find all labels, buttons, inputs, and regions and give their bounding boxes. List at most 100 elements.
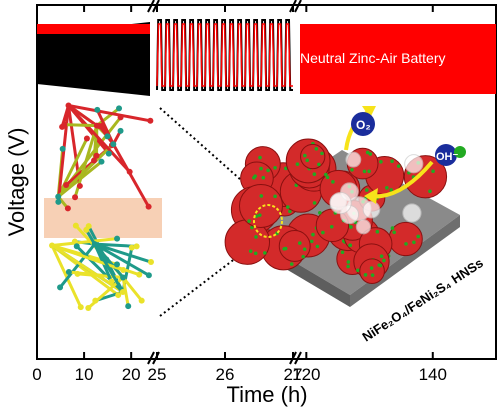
x-tick-label: 140: [419, 365, 447, 384]
catalyst-dot: [385, 185, 389, 190]
atom: [120, 267, 127, 274]
catalyst-dot: [340, 250, 345, 255]
catalyst-dot: [321, 230, 325, 235]
atom: [83, 226, 90, 233]
bond: [56, 137, 89, 198]
catalyst-dot: [258, 155, 262, 160]
catalyst-dot: [428, 189, 432, 194]
catalyst-dot: [325, 175, 330, 180]
catalyst-dot: [273, 165, 277, 170]
catalyst-dot: [317, 162, 321, 167]
plot-frame: [36, 4, 497, 360]
atom: [125, 303, 132, 310]
atom: [94, 106, 101, 113]
catalyst-dot: [309, 239, 314, 244]
atom: [119, 288, 126, 295]
catalyst-dot: [346, 260, 351, 264]
catalyst-dot: [356, 268, 360, 273]
gas-bubble: [355, 219, 371, 235]
catalyst-particle: [359, 258, 385, 284]
bond: [95, 109, 115, 145]
catalyst-dot: [363, 273, 368, 277]
x-tick-label: 10: [75, 365, 94, 384]
atom: [65, 268, 72, 275]
catalyst-dot: [390, 226, 395, 230]
atom: [145, 203, 152, 210]
catalyst-dot: [247, 219, 251, 223]
catalyst-dot: [273, 194, 277, 199]
catalyst-dot: [250, 225, 254, 230]
catalyst-dot: [318, 210, 322, 215]
atom: [98, 158, 105, 165]
atom: [138, 297, 145, 304]
bond: [67, 104, 131, 173]
catalyst-dot: [295, 162, 300, 166]
atom: [61, 121, 68, 128]
atom: [64, 205, 71, 212]
atom: [83, 135, 90, 142]
catalyst-dot: [370, 273, 375, 277]
series-cycle-line-red: [156, 23, 293, 87]
catalyst-dot: [298, 241, 302, 245]
series-black-top-edge: [37, 24, 150, 34]
catalyst-dot: [259, 194, 264, 198]
catalyst-dot: [377, 263, 382, 267]
catalyst-dot: [261, 175, 266, 180]
gas-bubble: [362, 200, 381, 219]
x-tick-label: 0: [32, 365, 41, 384]
catalyst-dot: [367, 169, 371, 174]
catalyst-dot: [288, 209, 292, 214]
x-tick-label: 20: [122, 365, 141, 384]
catalyst-dot: [368, 152, 373, 156]
bond: [51, 244, 124, 272]
gas-bubble: [329, 191, 352, 215]
catalyst-dot: [329, 224, 334, 229]
series-red-area: [300, 24, 496, 94]
atom: [49, 242, 56, 249]
catalyst-dot: [252, 175, 256, 180]
catalyst-dot: [263, 251, 267, 255]
atom: [103, 256, 110, 263]
bond: [93, 242, 150, 277]
bond: [58, 243, 96, 289]
atom: [59, 145, 66, 152]
catalyst-dot: [254, 235, 258, 239]
catalyst-dot: [312, 172, 317, 177]
atom: [77, 304, 84, 311]
catalyst-dot: [390, 159, 394, 164]
x-axis-title: Time (h): [226, 382, 307, 407]
oh-ion: OH⁻: [435, 144, 466, 166]
svg-text:O₂: O₂: [356, 118, 371, 132]
atom: [65, 102, 72, 109]
atom: [73, 243, 80, 250]
catalyst-dot: [431, 169, 435, 174]
atom: [85, 305, 92, 312]
bond: [57, 143, 115, 198]
catalyst-dot: [379, 160, 383, 164]
x-tick-label: 120: [292, 365, 320, 384]
catalyst-dot: [314, 147, 319, 151]
atom: [145, 272, 152, 279]
atom: [105, 150, 112, 157]
catalyst-dot: [320, 151, 324, 156]
atom: [104, 133, 111, 140]
bond: [50, 244, 83, 308]
atom: [126, 168, 133, 175]
catalyst-dot: [375, 229, 380, 234]
atom: [92, 297, 99, 304]
atom: [117, 127, 124, 134]
series-black-area: [37, 22, 150, 96]
catalyst-dot: [389, 188, 393, 192]
catalyst-dot: [283, 246, 288, 251]
catalyst-dot: [416, 234, 421, 239]
svg-text:OH⁻: OH⁻: [436, 151, 459, 163]
bond: [95, 107, 120, 127]
y-axis-title: Voltage (V): [4, 128, 29, 237]
catalyst-dot: [362, 169, 367, 174]
catalyst-particle: [300, 143, 326, 170]
catalyst-dot: [259, 166, 263, 171]
axis-breaks: [147, 0, 302, 365]
gas-bubble: [345, 151, 362, 168]
